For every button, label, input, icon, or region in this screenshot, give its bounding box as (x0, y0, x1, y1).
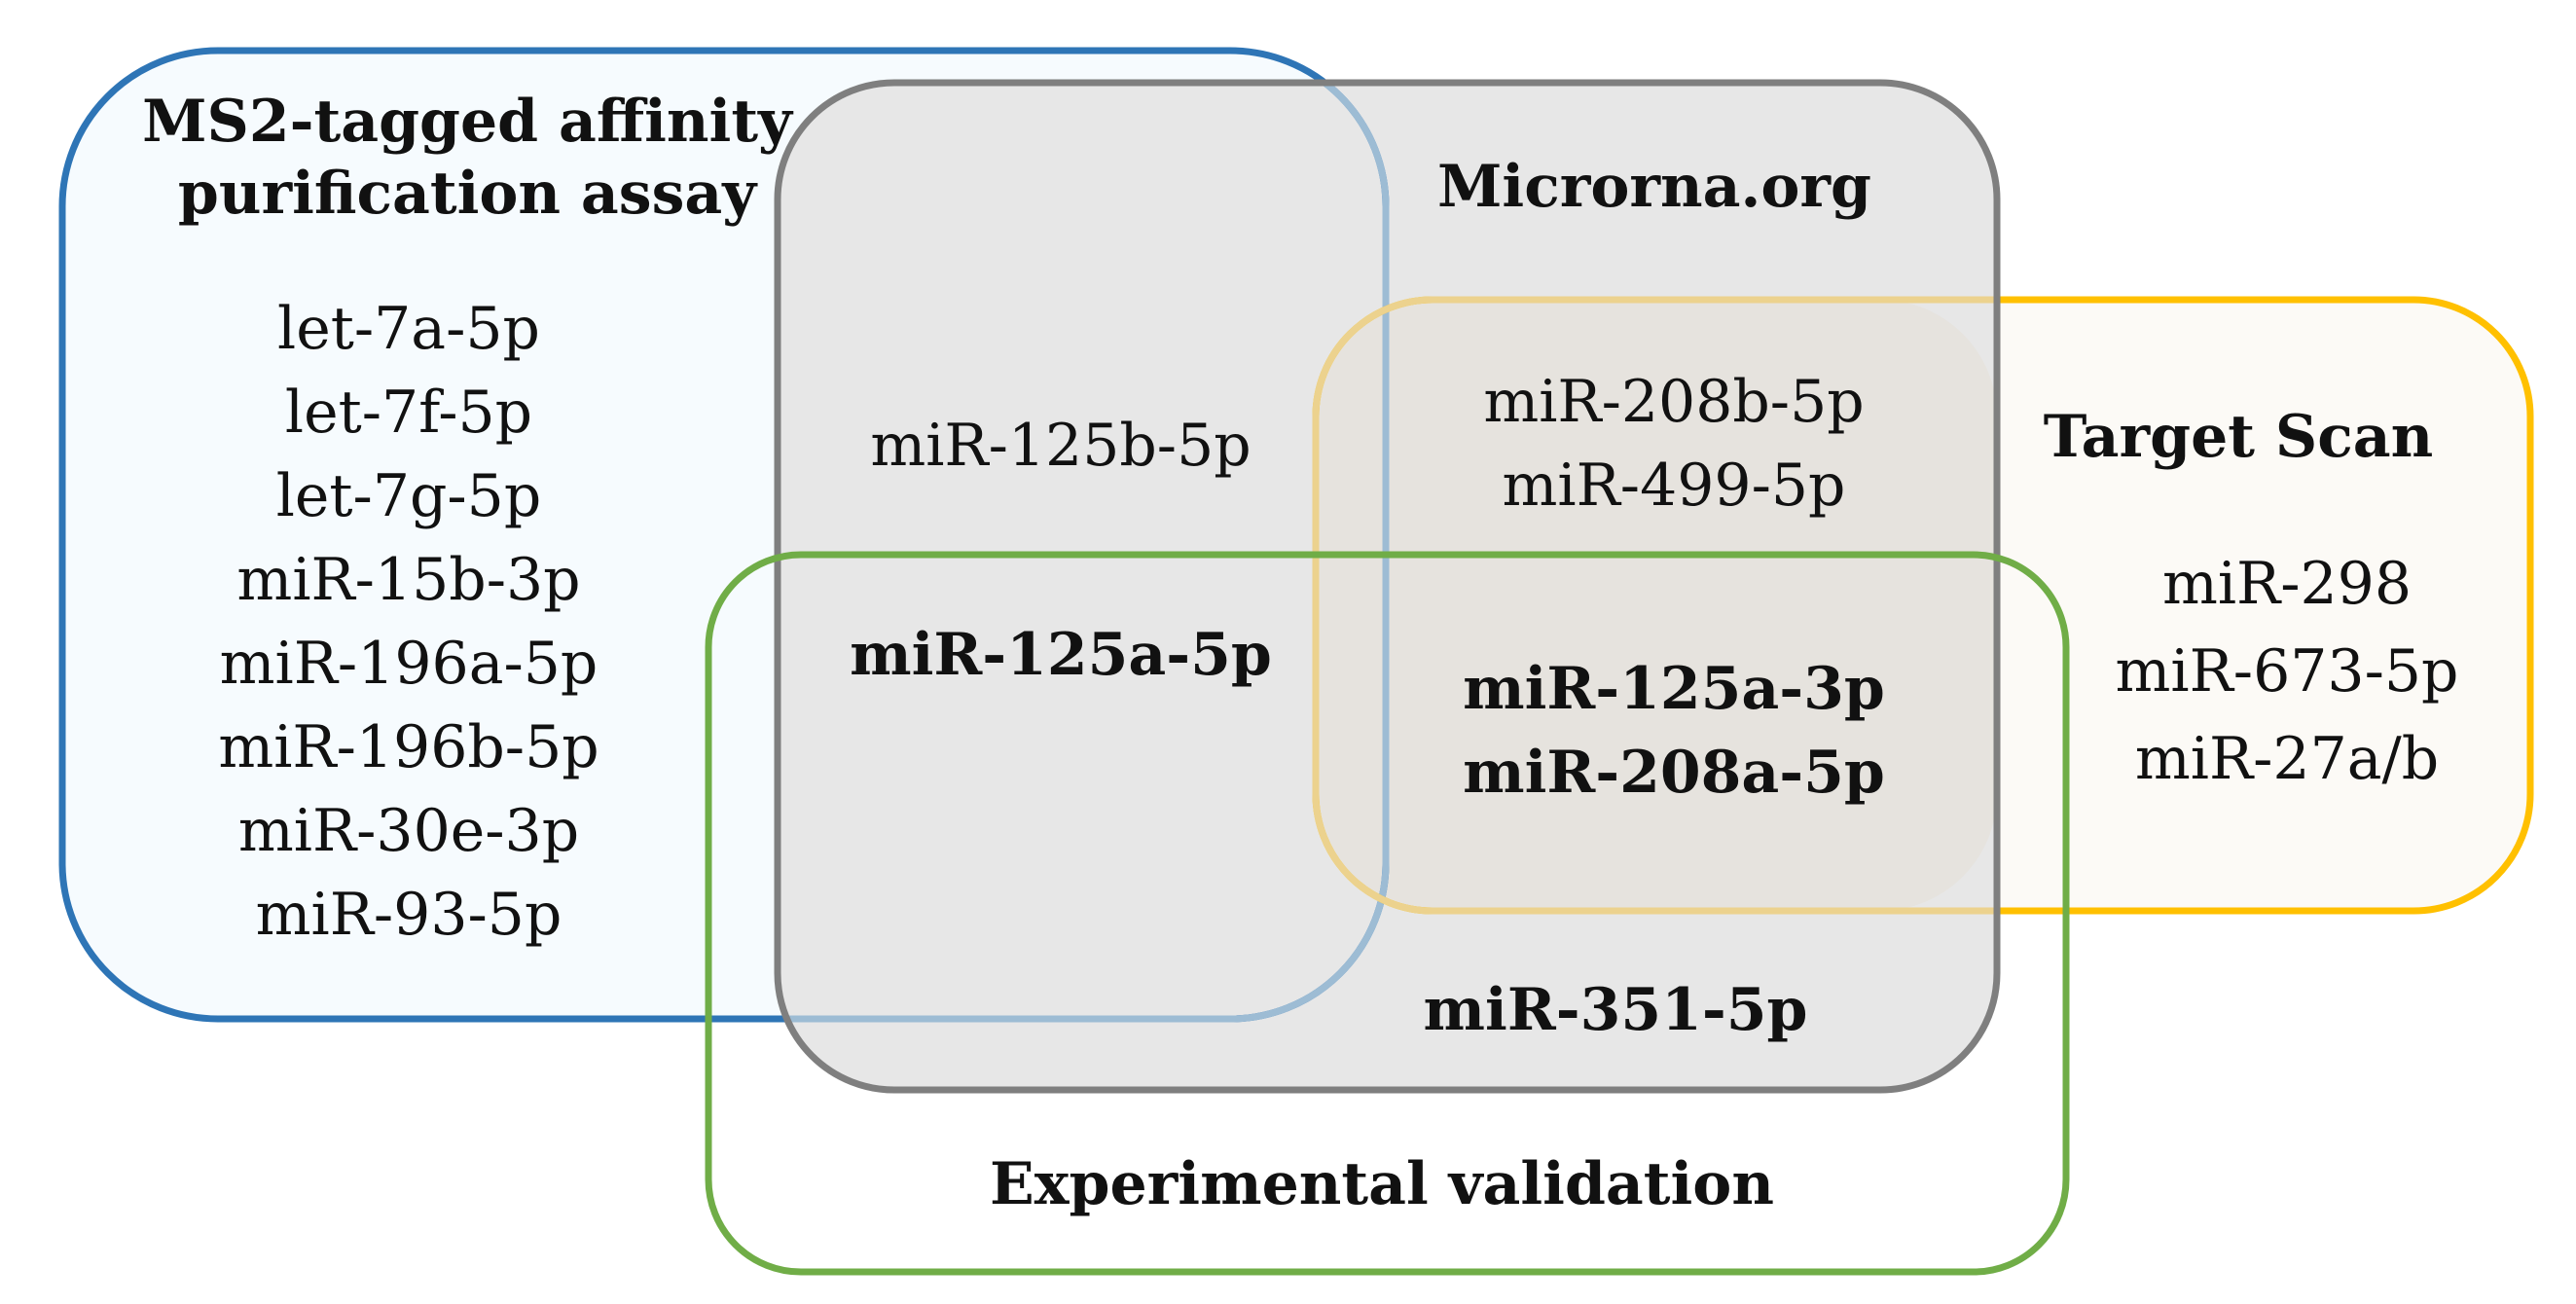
targetscan-set-title: Target Scan (2043, 403, 2434, 471)
microrna-set-outline (774, 79, 2001, 1094)
list-item: miR-499-5p (1502, 452, 1846, 520)
ms2-title-line-1: MS2-tagged affinity (142, 88, 792, 156)
microrna-targetscan-overlap (1316, 300, 1997, 911)
ms2-microrna-experimental-member: miR-125a-5p (850, 621, 1272, 689)
list-item: miR-125a-3p (1463, 655, 1885, 723)
ms2-members-list: let-7a-5p let-7f-5p let-7g-5p miR-15b-3p… (165, 287, 652, 957)
targetscan-members-list: miR-298 miR-673-5p miR-27a/b (2063, 540, 2511, 803)
ms2-set-outline-faded (780, 86, 1390, 1023)
list-item: miR-15b-3p (236, 546, 581, 614)
microrna-targetscan-members: miR-208b-5p miR-499-5p (1411, 360, 1937, 527)
targetscan-set-outline-faded (1312, 296, 1994, 915)
list-item: miR-673-5p (2115, 637, 2459, 706)
list-item: miR-196b-5p (218, 713, 599, 781)
experimental-set-outline (705, 551, 2070, 1276)
list-item: let-7a-5p (277, 295, 540, 363)
ms2-microrna-member: miR-125b-5p (870, 412, 1252, 480)
list-item: miR-208a-5p (1463, 739, 1885, 807)
list-item: miR-30e-3p (237, 797, 580, 865)
microrna-targetscan-experimental-members: miR-125a-3p miR-208a-5p (1411, 647, 1937, 815)
list-item: miR-208b-5p (1483, 368, 1865, 436)
microrna-experimental-member: miR-351-5p (1423, 976, 1808, 1044)
list-item: let-7f-5p (284, 379, 533, 447)
list-item: let-7g-5p (275, 462, 542, 530)
ms2-title-line-2: purification assay (177, 160, 757, 228)
list-item: miR-27a/b (2134, 725, 2440, 793)
microrna-set-title: Microrna.org (1437, 153, 1871, 221)
ms2-set-title: MS2-tagged affinity purification assay (127, 86, 808, 230)
experimental-set-title: Experimental validation (990, 1150, 1774, 1218)
list-item: miR-298 (2161, 550, 2413, 618)
list-item: miR-93-5p (255, 881, 562, 949)
list-item: miR-196a-5p (219, 630, 599, 698)
